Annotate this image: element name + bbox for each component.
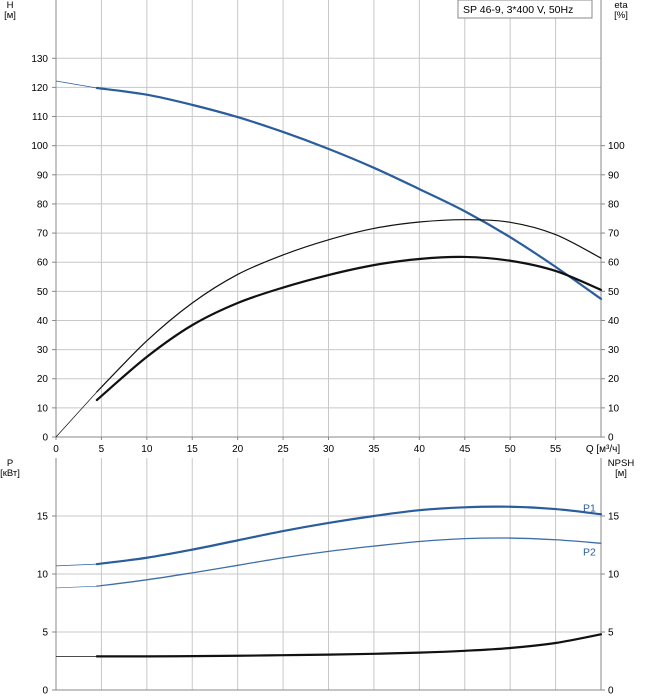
bottom-right-tick-label: 10: [608, 570, 620, 581]
top-x-axis-title: Q [м³/ч]: [586, 444, 621, 455]
top-right-tick-label: 30: [608, 345, 620, 356]
top-series-H: [95, 86, 603, 301]
top-x-tick-label: 50: [505, 444, 517, 455]
top-x-tick-label: 35: [368, 444, 380, 455]
bottom-right-axis-title: [м]: [615, 468, 627, 479]
top-right-tick-label: 40: [608, 316, 620, 327]
top-series-H-extension: [55, 80, 97, 89]
top-left-tick-label: 120: [31, 83, 48, 94]
grid-layer: [52, 0, 605, 691]
bottom-left-tick-label: 15: [37, 512, 49, 523]
bottom-left-tick-label: 10: [37, 570, 49, 581]
top-left-tick-label: 0: [42, 433, 48, 444]
legend-frame: [457, 0, 593, 19]
top-series-eta_total: [95, 255, 603, 402]
top-right-tick-label: 10: [608, 403, 620, 414]
top-left-tick-label: 60: [37, 258, 49, 269]
top-right-tick-label: 100: [608, 141, 625, 152]
bottom-series-label-P1: P1: [583, 502, 596, 514]
top-x-tick-label: 0: [53, 444, 59, 455]
bottom-series-NPSH: [95, 633, 603, 658]
top-left-axis-title: [м]: [4, 10, 16, 21]
top-x-tick-label: 25: [278, 444, 290, 455]
bottom-left-tick-label: 5: [42, 628, 48, 639]
top-x-tick-label: 10: [141, 444, 153, 455]
legend-text: SP 46-9, 3*400 V, 50Hz: [463, 4, 573, 16]
top-right-tick-label: 70: [608, 229, 620, 240]
top-right-axis-title: [%]: [614, 10, 628, 21]
top-right-tick-label: 50: [608, 287, 620, 298]
top-x-tick-label: 55: [550, 444, 562, 455]
top-right-axis-title: eta: [614, 0, 628, 11]
top-x-tick-label: 45: [459, 444, 471, 455]
top-x-tick-label: 15: [187, 444, 199, 455]
bottom-right-axis-title: NPSH: [608, 458, 635, 469]
top-left-tick-label: 100: [31, 141, 48, 152]
top-left-tick-label: 40: [37, 316, 49, 327]
top-left-tick-label: 130: [31, 54, 48, 65]
bottom-left-axis-title: P: [7, 458, 13, 469]
top-left-tick-label: 20: [37, 374, 49, 385]
top-x-tick-label: 30: [323, 444, 335, 455]
top-series-eta: [96, 219, 602, 393]
top-x-tick-label: 20: [232, 444, 244, 455]
legend-box: SP 46-9, 3*400 V, 50Hz: [457, 0, 593, 19]
bottom-left-tick-label: 0: [42, 686, 48, 697]
bottom-series-P2: [96, 537, 602, 587]
top-right-tick-label: 90: [608, 170, 620, 181]
bottom-right-tick-label: 5: [608, 628, 614, 639]
top-left-tick-label: 50: [37, 287, 49, 298]
top-series-eta-extension: [55, 391, 98, 438]
top-left-tick-label: 30: [37, 345, 49, 356]
bottom-series-P1: [95, 505, 603, 566]
bottom-right-tick-label: 15: [608, 512, 620, 523]
top-x-tick-label: 40: [414, 444, 426, 455]
top-right-tick-label: 0: [608, 433, 614, 444]
top-left-tick-label: 110: [32, 112, 48, 123]
series-layer: [55, 80, 603, 658]
top-right-tick-label: 20: [608, 374, 620, 385]
bottom-left-axis-title: [кВт]: [0, 468, 20, 479]
top-left-tick-label: 10: [37, 403, 49, 414]
label-layer: 0102030405060708090100110120130010203040…: [0, 0, 634, 697]
top-left-tick-label: 90: [37, 170, 49, 181]
top-x-tick-label: 5: [99, 444, 105, 455]
bottom-series-label-P2: P2: [583, 546, 596, 558]
top-left-tick-label: 70: [37, 229, 49, 240]
top-left-axis-title: H: [7, 0, 14, 11]
bottom-right-tick-label: 0: [608, 686, 614, 697]
bottom-series-P1-extension: [55, 563, 97, 567]
top-right-tick-label: 80: [608, 199, 620, 210]
top-right-tick-label: 60: [608, 258, 620, 269]
top-left-tick-label: 80: [37, 199, 49, 210]
bottom-series-P2-extension: [55, 585, 97, 589]
